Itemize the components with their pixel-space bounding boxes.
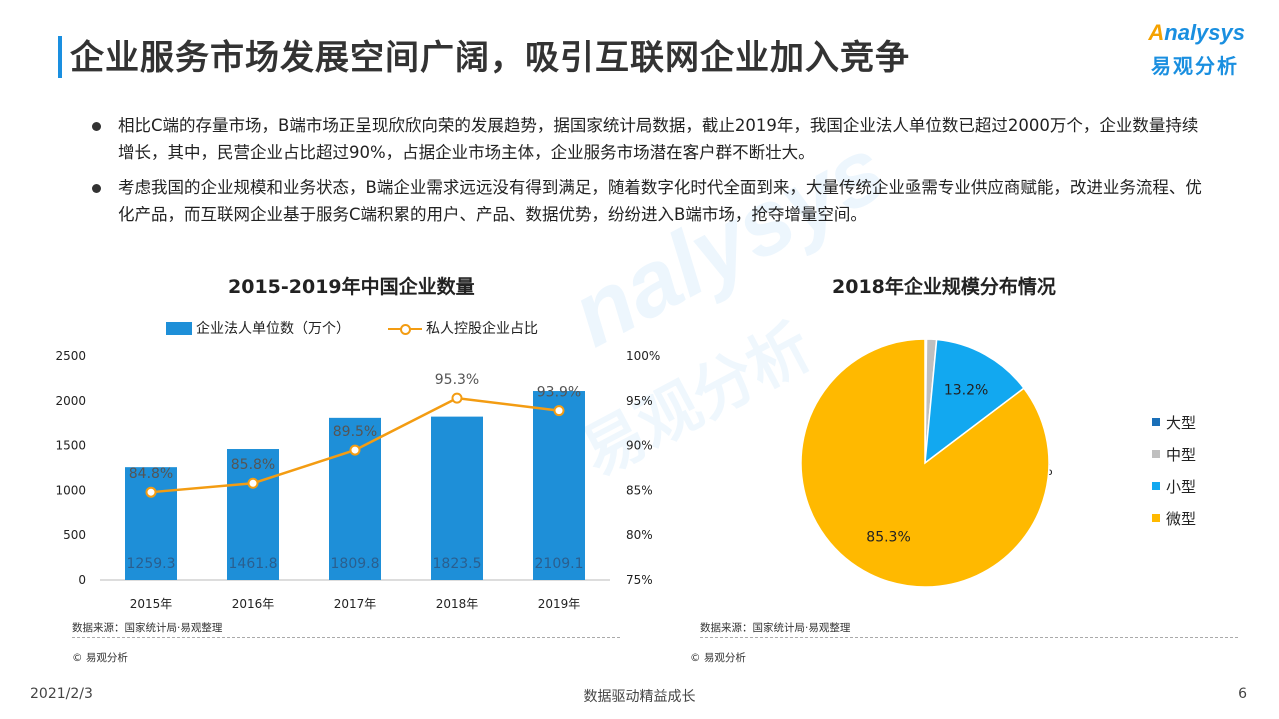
bar-value-label: 1259.3 xyxy=(127,556,176,572)
bullet-dot-icon xyxy=(92,184,101,193)
bar-value-label: 1823.5 xyxy=(433,556,482,572)
bar-chart-legend: 企业法人单位数（万个） 私人控股企业占比 xyxy=(166,318,538,338)
footer-slogan: 数据驱动精益成长 xyxy=(583,689,696,705)
y-left-tick-label: 0 xyxy=(78,573,86,587)
line-point-1 xyxy=(145,486,157,498)
y-left-tick-label: 1500 xyxy=(55,439,86,453)
x-tick-label: 2018年 xyxy=(436,597,479,611)
bar-2 xyxy=(227,449,279,580)
line-value-label: 93.9% xyxy=(537,385,581,401)
pie-chart-divider xyxy=(700,637,1238,638)
logo-analysys: Analysys xyxy=(1148,20,1245,45)
bar-chart-copyright: © 易观分析 xyxy=(72,652,128,664)
line-point-2 xyxy=(247,477,259,489)
pie-chart-title: 2018年企业规模分布情况 xyxy=(832,276,1056,298)
y-left-tick-label: 1000 xyxy=(55,483,86,497)
pie-slice-4 xyxy=(800,338,1050,588)
pie-chart: 0.2%1.3%13.2%85.3% xyxy=(800,338,1053,588)
logo-analysys-cn: 易观分析 xyxy=(1151,54,1239,78)
pie-legend-swatch xyxy=(1152,418,1160,426)
pie-legend: 大型 中型 小型 微型 xyxy=(1152,406,1196,534)
y-left-tick-label: 2500 xyxy=(55,349,86,363)
bar-chart-divider xyxy=(72,637,620,638)
y-right-tick-label: 80% xyxy=(626,528,653,542)
bar-4 xyxy=(431,416,483,580)
bar-chart-source: 数据来源：国家统计局·易观整理 xyxy=(72,622,223,634)
bar-value-label: 1809.8 xyxy=(331,556,380,572)
bar-chart-title: 2015-2019年中国企业数量 xyxy=(228,276,475,298)
bar-value-label: 1461.8 xyxy=(229,556,278,572)
legend-line-label: 私人控股企业占比 xyxy=(426,321,538,337)
y-right-tick-label: 75% xyxy=(626,573,653,587)
bar-line-chart: 0 500 1000 1500 2000 2500 75% 80% 85% 90% 95% 100% 1… xyxy=(55,349,660,611)
bullet-item: 考虑我国的企业规模和业务状态，B端企业需求远远没有得到满足，随着数字化时代全面到… xyxy=(92,174,1212,228)
pie-legend-swatch xyxy=(1152,482,1160,490)
line-value-label: 85.8% xyxy=(231,457,275,473)
pie-chart-source: 数据来源：国家统计局·易观整理 xyxy=(700,622,851,634)
legend-line-swatch xyxy=(388,322,422,335)
legend-bar-swatch xyxy=(166,321,192,335)
bullet-item: 相比C端的存量市场，B端市场正呈现欣欣向荣的发展趋势，据国家统计局数据，截止20… xyxy=(92,112,1212,166)
x-tick-label: 2015年 xyxy=(130,597,173,611)
y-right-tick-label: 85% xyxy=(626,483,653,497)
pie-legend-item: 中型 xyxy=(1152,438,1196,470)
legend-bar-label: 企业法人单位数（万个） xyxy=(196,321,350,337)
x-tick-label: 2017年 xyxy=(334,597,377,611)
pie-chart-copyright: © 易观分析 xyxy=(690,652,746,664)
line-value-label: 89.5% xyxy=(333,424,377,440)
y-left-tick-label: 2000 xyxy=(55,394,86,408)
bar-value-label: 2109.1 xyxy=(535,556,584,572)
page-number: 6 xyxy=(1238,686,1247,702)
pie-legend-item: 微型 xyxy=(1152,502,1196,534)
pie-value-label: 85.3% xyxy=(866,529,910,545)
bar-5 xyxy=(533,391,585,580)
pie-legend-swatch xyxy=(1152,514,1160,522)
footer-date: 2021/2/3 xyxy=(30,686,93,702)
bar-1 xyxy=(125,467,177,580)
x-tick-label: 2019年 xyxy=(538,597,581,611)
pie-legend-swatch xyxy=(1152,450,1160,458)
line-value-label: 95.3% xyxy=(435,372,479,388)
title-accent-bar xyxy=(58,36,62,78)
y-right-tick-label: 95% xyxy=(626,394,653,408)
pie-legend-item: 小型 xyxy=(1152,470,1196,502)
bullet-dot-icon xyxy=(92,122,101,131)
page-title: 企业服务市场发展空间广阔，吸引互联网企业加入竞争 xyxy=(70,38,910,78)
y-right-tick-label: 100% xyxy=(626,349,660,363)
line-point-3 xyxy=(349,444,361,456)
line-value-label: 84.8% xyxy=(129,466,173,482)
line-point-5 xyxy=(553,405,565,417)
pie-value-label: 13.2% xyxy=(944,382,988,398)
x-tick-label: 2016年 xyxy=(232,597,275,611)
bullet-list: 相比C端的存量市场，B端市场正呈现欣欣向荣的发展趋势，据国家统计局数据，截止20… xyxy=(92,112,1212,236)
y-right-tick-label: 90% xyxy=(626,439,653,453)
pie-legend-item: 大型 xyxy=(1152,406,1196,438)
pie-slice-3 xyxy=(924,338,1025,465)
line-point-4 xyxy=(451,392,463,404)
y-left-tick-label: 500 xyxy=(63,528,86,542)
